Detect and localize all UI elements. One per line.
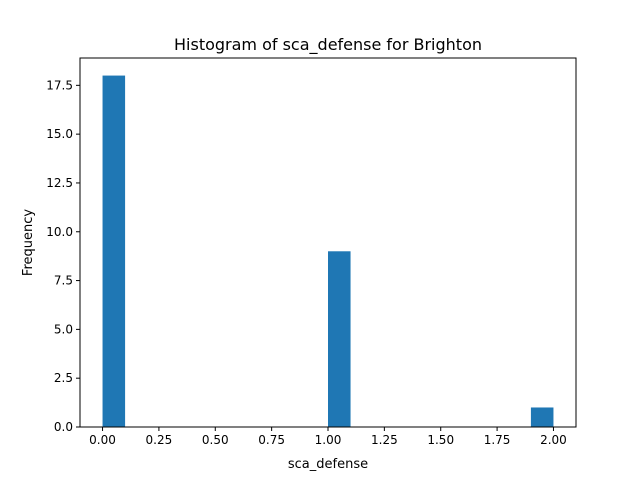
chart-title: Histogram of sca_defense for Brighton bbox=[174, 35, 482, 55]
y-axis-label: Frequency bbox=[21, 209, 36, 276]
histogram-bar-0 bbox=[102, 75, 126, 428]
x-tick-label: 1.25 bbox=[371, 433, 398, 447]
x-axis-ticks: 0.00 0.25 0.50 0.75 1.00 1.25 1.50 1.75 2.00 bbox=[89, 427, 567, 447]
x-tick-label: 1.50 bbox=[427, 433, 454, 447]
x-axis-label: sca_defense bbox=[288, 457, 368, 472]
y-tick-label: 0.0 bbox=[54, 420, 73, 434]
y-tick-label: 12.5 bbox=[46, 176, 73, 190]
y-axis-ticks: 0.0 2.5 5.0 7.5 10.0 12.5 15.0 17.5 bbox=[46, 78, 80, 434]
x-tick-label: 1.00 bbox=[315, 433, 342, 447]
y-tick-label: 5.0 bbox=[54, 322, 73, 336]
histogram-bar-10 bbox=[328, 251, 351, 427]
y-tick-label: 10.0 bbox=[46, 225, 73, 239]
y-tick-label: 15.0 bbox=[46, 127, 73, 141]
y-tick-label: 7.5 bbox=[54, 274, 73, 288]
x-tick-label: 0.00 bbox=[89, 433, 116, 447]
x-tick-label: 0.75 bbox=[258, 433, 285, 447]
x-tick-label: 0.25 bbox=[146, 433, 173, 447]
bars-layer bbox=[102, 75, 554, 428]
y-tick-label: 2.5 bbox=[54, 371, 73, 385]
histogram-bar-19 bbox=[530, 407, 554, 427]
y-tick-label: 17.5 bbox=[46, 78, 73, 92]
x-tick-label: 0.50 bbox=[202, 433, 229, 447]
x-tick-label: 2.00 bbox=[540, 433, 567, 447]
x-tick-label: 1.75 bbox=[484, 433, 511, 447]
